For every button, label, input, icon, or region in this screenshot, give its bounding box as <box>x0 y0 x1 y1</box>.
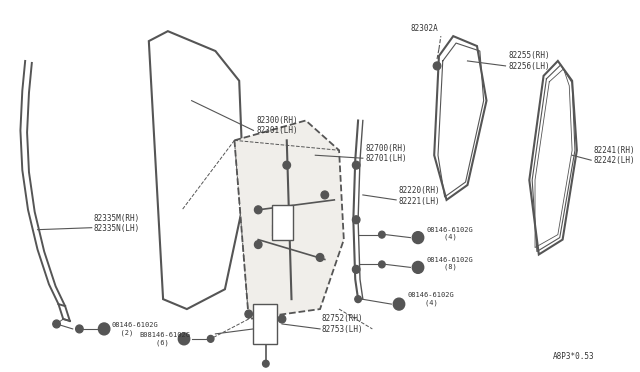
Text: B: B <box>415 235 420 240</box>
Circle shape <box>76 325 83 333</box>
Text: 82255(RH)
82256(LH): 82255(RH) 82256(LH) <box>508 51 550 71</box>
Text: 82220(RH)
82221(LH): 82220(RH) 82221(LH) <box>399 186 440 206</box>
Circle shape <box>278 315 286 323</box>
Circle shape <box>283 161 291 169</box>
Circle shape <box>394 298 404 310</box>
Circle shape <box>353 161 360 169</box>
Circle shape <box>412 232 424 244</box>
Polygon shape <box>234 121 344 319</box>
Polygon shape <box>529 61 577 254</box>
Polygon shape <box>434 36 486 200</box>
Text: 82700(RH)
82701(LH): 82700(RH) 82701(LH) <box>365 144 407 163</box>
Circle shape <box>321 191 328 199</box>
Text: B: B <box>102 326 106 331</box>
Text: 08146-6102G
    (4): 08146-6102G (4) <box>408 292 454 306</box>
Circle shape <box>412 262 424 273</box>
Text: 08146-6102G
    (8): 08146-6102G (8) <box>427 257 474 270</box>
Circle shape <box>52 320 60 328</box>
Text: 08146-6102G
  (2): 08146-6102G (2) <box>112 322 159 336</box>
Circle shape <box>179 333 189 345</box>
Circle shape <box>262 360 269 367</box>
Polygon shape <box>149 31 244 309</box>
Bar <box>273 205 293 240</box>
Text: B: B <box>397 302 401 307</box>
Text: A8P3*0.53: A8P3*0.53 <box>553 352 595 361</box>
Circle shape <box>255 241 262 248</box>
Circle shape <box>378 261 385 268</box>
Circle shape <box>207 336 214 342</box>
Circle shape <box>378 231 385 238</box>
Text: 82241(RH)
82242(LH): 82241(RH) 82242(LH) <box>594 145 636 165</box>
Circle shape <box>255 206 262 214</box>
Text: 08146-6102G
    (4): 08146-6102G (4) <box>427 227 474 240</box>
Text: 82752(RH)
82753(LH): 82752(RH) 82753(LH) <box>322 314 364 334</box>
Circle shape <box>245 310 253 318</box>
Circle shape <box>316 253 324 262</box>
Text: 82335M(RH)
82335N(LH): 82335M(RH) 82335N(LH) <box>93 214 140 233</box>
Text: B: B <box>415 265 420 270</box>
Text: 82300(RH)
82301(LH): 82300(RH) 82301(LH) <box>256 116 298 135</box>
Circle shape <box>353 216 360 224</box>
Circle shape <box>353 265 360 273</box>
Circle shape <box>355 296 362 303</box>
Text: B08146-6102G
    (6): B08146-6102G (6) <box>140 332 190 346</box>
Bar <box>253 304 277 344</box>
Text: 82302A: 82302A <box>410 24 438 33</box>
Circle shape <box>433 62 441 70</box>
Circle shape <box>99 323 110 335</box>
Text: B: B <box>182 336 186 341</box>
